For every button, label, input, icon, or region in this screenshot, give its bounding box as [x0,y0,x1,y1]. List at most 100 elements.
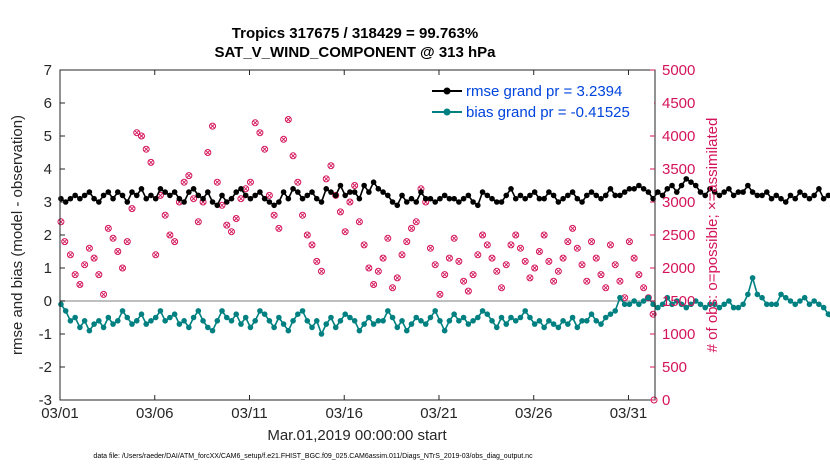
bias-point [593,318,600,324]
obs-count-point [104,224,112,232]
rmse-point [72,192,78,199]
bias-point [460,314,467,321]
obs-count-point [204,149,212,156]
rmse-point [517,192,524,199]
obs-count-point [317,267,325,275]
bias-point [257,308,263,314]
bias-point [214,318,221,324]
bias-point [602,314,609,321]
rmse-point [309,189,315,195]
bias-point [399,318,405,324]
bias-point [96,318,102,324]
obs-count-point [137,132,145,140]
bias-point [209,327,216,334]
obs-count-point [649,310,657,318]
rmse-point [522,195,528,202]
rmse-point [574,195,581,202]
rmse-point [565,192,571,199]
obs-count-point [384,234,392,242]
rmse-point [659,192,666,199]
bias-point [451,311,457,318]
bias-point [607,311,614,318]
rmse-point [399,192,405,199]
rmse-point [176,195,183,202]
rmse-point [465,192,472,199]
x-tick-label: 03/16 [325,405,363,422]
obs-count-point [588,238,596,246]
bias-point [186,324,192,331]
rmse-point [214,202,221,209]
legend-rmse-label: rmse grand pr = 3.2394 [466,83,622,100]
obs-count-point [152,251,160,259]
obs-count-point [512,231,520,239]
rmse-point [342,192,348,199]
rmse-point [479,189,486,195]
obs-count-point [441,271,449,279]
rmse-point [290,186,296,192]
obs-count-point [85,244,93,252]
bias-point [385,308,391,314]
bias-point [470,318,476,324]
rmse-point [441,192,448,199]
bias-point [276,314,282,321]
bias-point [67,318,74,324]
rmse-point [484,192,491,199]
bias-point [299,308,306,314]
bias-point [721,301,727,308]
rmse-point [617,192,623,199]
x-tick-label: 03/21 [420,405,458,422]
obs-count-point [573,244,581,252]
left-y-tick-label: 5 [44,128,52,145]
obs-count-point [559,254,567,262]
bias-point [328,314,334,321]
bias-point [716,304,723,311]
bias-point [522,308,528,314]
bias-point [432,308,438,314]
bias-point [621,301,628,308]
rmse-point [276,199,282,205]
bias-point [441,327,448,334]
obs-count-point [61,238,69,246]
rmse-point [437,195,443,202]
rmse-point [546,189,552,195]
bias-point [517,314,524,321]
obs-count-point [275,224,283,232]
bias-point [318,331,325,337]
x-axis-label: Mar.01,2019 00:00:00 start [267,427,447,444]
rmse-point [337,182,344,189]
obs-count-point [635,271,643,279]
obs-count-point [450,234,458,242]
bias-point [617,294,623,301]
rmse-point [299,195,306,202]
obs-count-point [123,238,131,246]
bias-point [446,318,453,324]
bias-point [422,321,429,327]
rmse-point [778,195,784,202]
obs-count-point [142,145,150,153]
obs-count-point [166,231,174,239]
rmse-point [200,195,206,202]
rmse-point [157,186,164,192]
rmse-point [233,189,240,195]
obs-count-point [81,261,89,269]
rmse-point [787,192,794,199]
obs-count-point [213,178,221,186]
bias-point [332,324,339,331]
obs-count-point [564,238,572,246]
right-y-axis-ticks: 0 500 1000 1500 2000 2500 3000 3500 4000 4500 5000 [650,62,695,409]
obs-count-point [341,228,349,236]
bias-point [555,324,562,331]
bias-point [640,298,647,304]
right-y-tick-label: 1000 [662,326,695,343]
bias-point [114,318,121,324]
bias-point [337,318,344,324]
rmse-point [380,189,386,195]
left-y-axis-label: rmse and bias (model - observation) [9,115,26,355]
obs-count-point [545,257,553,265]
bias-point [133,318,140,324]
obs-count-point [554,267,562,275]
bias-point [138,311,145,318]
bias-point [157,308,164,314]
left-y-tick-label: -3 [39,392,52,409]
rmse-point [555,199,562,205]
